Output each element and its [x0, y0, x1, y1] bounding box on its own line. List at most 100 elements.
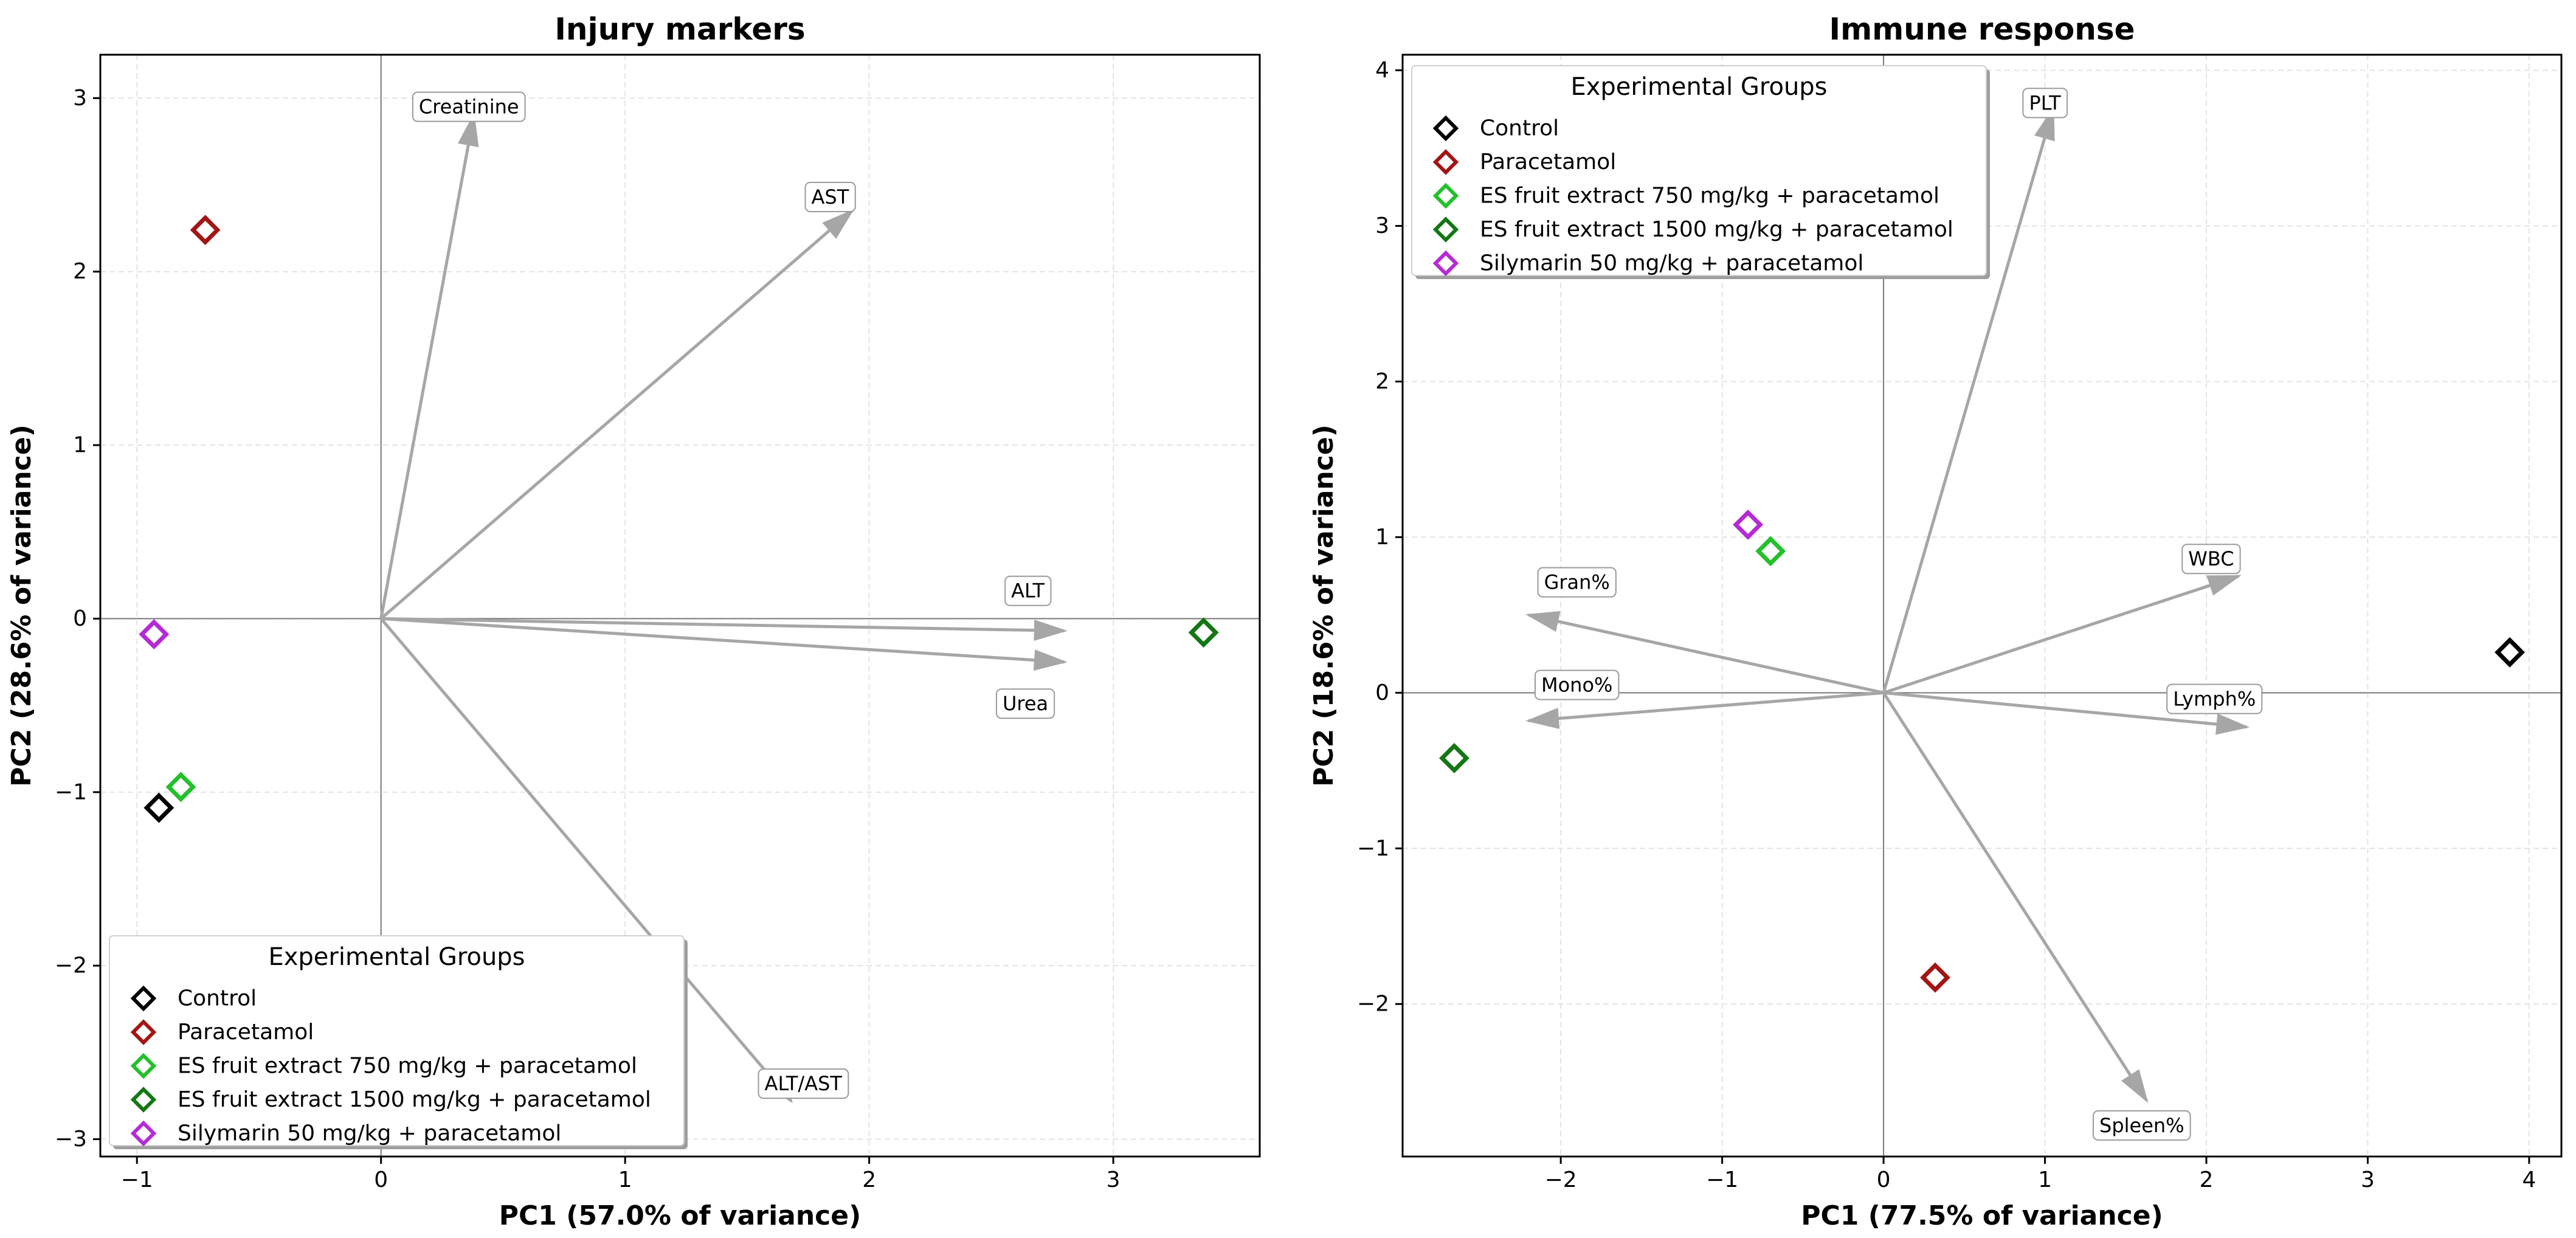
- loading-arrow-urea: [381, 617, 1068, 671]
- legend-item-label: ES fruit extract 750 mg/kg + paracetamol: [178, 1054, 637, 1079]
- x-tick-label: 4: [2522, 1167, 2536, 1192]
- chart-panel: PLT WBC Lymph% Gran% Mono% Spleen% −2 −1 0 1 2 3 4 −2…: [1308, 12, 2563, 1231]
- x-tick-label: 0: [374, 1167, 388, 1192]
- y-tick-label: 3: [1375, 213, 1389, 238]
- x-tick-label: 3: [2361, 1167, 2375, 1192]
- loading-label-text: AST: [812, 185, 849, 209]
- legend-item-label: Control: [1480, 116, 1559, 141]
- loading-label-text: ALT: [1011, 579, 1045, 603]
- legend-item-label: ES fruit extract 750 mg/kg + paracetamol: [1480, 184, 1939, 209]
- loading-label-text: Urea: [1003, 692, 1048, 715]
- y-tick-label: −1: [55, 780, 87, 804]
- legend-box: [1411, 65, 1987, 276]
- y-tick-label: −3: [55, 1127, 87, 1152]
- loading-arrow-gran-: [1525, 610, 1884, 694]
- legend-item-label: Silymarin 50 mg/kg + paracetamol: [178, 1121, 561, 1146]
- legend: Experimental Groups Control Paracetamol ES …: [109, 935, 688, 1149]
- y-tick-label: −1: [1357, 836, 1389, 861]
- legend-marker: [1432, 182, 1459, 209]
- legend-marker: [130, 1019, 157, 1045]
- loading-arrow-wbc: [1883, 574, 2242, 694]
- point-paracetamol: [1920, 962, 1950, 993]
- loading-label-lymph-: Lymph%: [2166, 683, 2263, 714]
- legend-item-label: ES fruit extract 1500 mg/kg + paracetamo…: [1480, 217, 1953, 242]
- loading-label-wbc: WBC: [2181, 544, 2241, 575]
- y-tick-label: 3: [73, 86, 87, 111]
- legend-marker: [130, 985, 157, 1012]
- x-tick-label: −2: [1545, 1167, 1577, 1192]
- y-tick-label: −2: [1357, 992, 1389, 1017]
- loading-arrow-spleen-: [1882, 691, 2149, 1104]
- x-tick-label: 3: [1107, 1167, 1121, 1192]
- legend-item-label: Paracetamol: [1480, 150, 1616, 175]
- loading-arrow-alt: [381, 617, 1068, 641]
- loading-label-urea: Urea: [995, 688, 1055, 719]
- y-axis-label: PC2 (18.6% of variance): [1308, 424, 1339, 786]
- y-axis-label: PC2 (28.6% of variance): [6, 424, 37, 786]
- y-tick-label: 0: [1375, 680, 1389, 705]
- legend-item-label: Control: [178, 986, 257, 1011]
- loading-label-text: Creatinine: [419, 95, 519, 119]
- x-tick-label: 1: [2038, 1167, 2052, 1192]
- y-tick-label: 4: [1375, 58, 1389, 83]
- point-paracetamol: [190, 215, 221, 246]
- point-silymarin-50-mg-kg-paracetamol: [1733, 509, 1764, 540]
- loading-label-plt: PLT: [2022, 88, 2068, 119]
- plot-frame: [99, 54, 1261, 1158]
- legend-marker: [130, 1087, 157, 1113]
- point-es-fruit-extract-1500-mg-kg-paracetamol: [1188, 617, 1219, 648]
- legend-item-label: ES fruit extract 1500 mg/kg + paracetamo…: [178, 1087, 651, 1112]
- loading-arrow-creatinine: [379, 112, 479, 619]
- legend-box: [109, 935, 685, 1146]
- loading-label-gran-: Gran%: [1537, 567, 1617, 598]
- legend-marker: [1432, 216, 1459, 243]
- point-silymarin-50-mg-kg-paracetamol: [139, 619, 170, 650]
- point-es-fruit-extract-750-mg-kg-paracetamol: [165, 772, 196, 803]
- loading-arrow-mono-: [1525, 691, 1884, 729]
- legend-marker: [130, 1120, 157, 1147]
- plot-frame: [1401, 54, 2563, 1158]
- legend-marker: [130, 1053, 157, 1079]
- legend-title: Experimental Groups: [268, 943, 525, 971]
- y-tick-label: 2: [1375, 369, 1389, 394]
- x-tick-label: 0: [1877, 1167, 1891, 1192]
- loading-arrow-alt-ast: [379, 617, 793, 1104]
- legend-marker: [1432, 115, 1459, 142]
- loading-label-creatinine: Creatinine: [412, 91, 526, 122]
- point-control: [143, 792, 174, 823]
- loading-label-ast: AST: [804, 181, 856, 212]
- x-tick-label: −1: [121, 1167, 153, 1192]
- legend-item-label: Paracetamol: [178, 1020, 314, 1045]
- loading-label-alt: ALT: [1004, 575, 1052, 606]
- x-axis-label: PC1 (77.5% of variance): [1801, 1200, 2163, 1231]
- loading-arrow-plt: [1882, 106, 2055, 694]
- chart-title: Immune response: [1829, 12, 2135, 47]
- loading-arrow-ast: [380, 209, 855, 620]
- legend-item-label: Silymarin 50 mg/kg + paracetamol: [1480, 251, 1863, 276]
- loading-label-text: Spleen%: [2099, 1114, 2184, 1137]
- loading-label-text: WBC: [2188, 547, 2234, 570]
- y-tick-label: 0: [73, 606, 87, 631]
- loading-label-text: PLT: [2029, 91, 2061, 114]
- chart-panel: Creatinine AST ALT Urea ALT/AST −1 0 1 2 3 −3 −2 −1 0…: [6, 12, 1261, 1231]
- legend-title: Experimental Groups: [1570, 73, 1827, 101]
- loading-label-text: ALT/AST: [765, 1072, 843, 1095]
- legend-marker: [1432, 149, 1459, 175]
- legend-marker: [1432, 250, 1459, 277]
- loading-label-alt-ast: ALT/AST: [758, 1068, 849, 1099]
- loading-arrow-lymph-: [1883, 691, 2250, 735]
- point-control: [2495, 637, 2526, 668]
- x-axis-label: PC1 (57.0% of variance): [499, 1200, 861, 1231]
- y-tick-label: 1: [73, 433, 87, 458]
- y-tick-label: 2: [73, 259, 87, 284]
- chart-title: Injury markers: [554, 12, 805, 47]
- point-es-fruit-extract-750-mg-kg-paracetamol: [1755, 536, 1786, 567]
- x-tick-label: 1: [618, 1167, 632, 1192]
- loading-label-text: Lymph%: [2173, 688, 2256, 711]
- loading-label-text: Gran%: [1544, 571, 1610, 594]
- loading-label-text: Mono%: [1541, 674, 1612, 697]
- point-es-fruit-extract-1500-mg-kg-paracetamol: [1438, 742, 1469, 773]
- loading-label-spleen-: Spleen%: [2093, 1110, 2191, 1141]
